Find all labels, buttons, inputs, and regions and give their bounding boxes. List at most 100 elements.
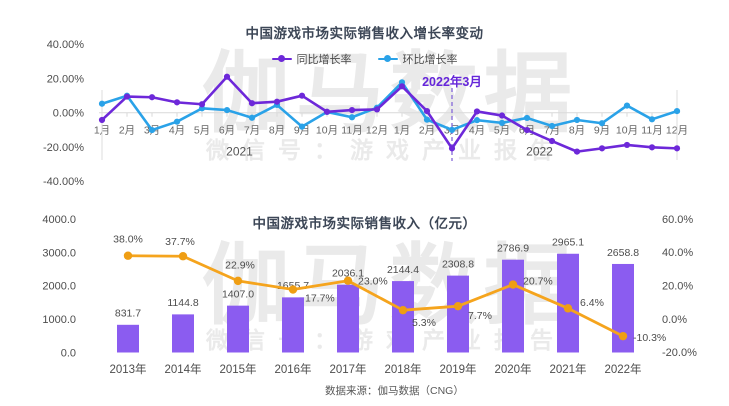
month-label: 12月 (366, 125, 388, 137)
yoy-data-point (398, 83, 406, 90)
year-category-label: 2017年 (329, 362, 366, 376)
yoy-data-point (148, 94, 156, 101)
yoy-growth-line (100, 75, 679, 153)
right-axis-tick-label: 0.0% (662, 314, 687, 326)
mom-data-point (148, 126, 156, 134)
data-source-note: 数据来源：伽马数据（CNG） (325, 385, 464, 397)
month-label: 1月 (394, 125, 410, 137)
month-label: 8月 (569, 125, 585, 137)
growth-data-point (233, 276, 243, 286)
yoy-data-point (473, 108, 481, 115)
bar-value-label: 831.7 (115, 308, 141, 320)
mom-data-point (598, 120, 606, 127)
mom-series-marker-icon (377, 55, 398, 63)
y-axis-tick-label: -40.00% (43, 176, 84, 188)
growth-chart-legend: 同比增长率 环比增长率 (0, 51, 729, 67)
month-label: 10月 (316, 125, 338, 137)
revenue-bar (227, 305, 249, 353)
month-label: 4月 (469, 125, 485, 137)
revenue-bar (557, 253, 579, 353)
growth-percent-label: 6.4% (580, 297, 604, 309)
month-label: 11月 (341, 125, 362, 137)
revenue-bar (117, 324, 139, 353)
month-label: 4月 (169, 125, 185, 137)
growth-percent-label: 20.7% (523, 275, 553, 287)
month-label: 8月 (269, 125, 285, 137)
left-axis-tick-label: 2000.0 (42, 281, 76, 293)
right-axis-tick-label: 60.0% (662, 214, 693, 226)
revenue-chart-title: 中国游戏市场实际销售收入（亿元） (252, 216, 477, 231)
year-category-label: 2019年 (439, 362, 476, 376)
y-axis-tick-label: 40.00% (47, 39, 85, 51)
mom-data-point (298, 123, 306, 130)
growth-data-point (563, 304, 573, 313)
bar-value-label: 1144.8 (167, 297, 198, 309)
growth-rate-line (126, 254, 625, 338)
bar-value-label: 2965.1 (552, 237, 584, 249)
year-label: 2021 (226, 145, 253, 159)
growth-percent-label: 7.7% (468, 310, 492, 322)
year-category-label: 2022年 (604, 362, 641, 376)
yoy-data-point (348, 106, 356, 114)
bar-value-label: 2144.4 (387, 264, 419, 276)
mom-growth-line (100, 81, 679, 132)
year-category-label: 2020年 (494, 362, 531, 376)
bar-value-label: 2786.9 (497, 242, 529, 254)
mom-data-point (573, 116, 581, 124)
growth-data-point (123, 251, 133, 260)
mom-data-point (448, 126, 456, 133)
month-label: 5月 (494, 125, 510, 137)
revenue-bar (282, 297, 304, 353)
yoy-data-point (523, 126, 531, 134)
yoy-data-point (448, 145, 456, 152)
mom-data-point (348, 114, 356, 121)
month-label: 2月 (119, 125, 135, 137)
growth-percent-label: 23.0% (358, 276, 388, 288)
yoy-series-marker-icon (271, 55, 292, 63)
mom-data-point (548, 122, 556, 130)
growth-percent-label: -10.3% (633, 332, 666, 344)
yoy-data-point (573, 148, 581, 155)
month-label: 10月 (616, 125, 638, 137)
growth-percent-label: 38.0% (113, 234, 143, 246)
mom-data-point (223, 106, 231, 114)
growth-line-chart: 40.00%20.00%0.00%-20.00%-40.00%1月2月3月4月5… (43, 39, 688, 188)
growth-percent-label: 17.7% (305, 292, 335, 304)
year-category-label: 2013年 (109, 362, 146, 376)
growth-percent-label: 5.3% (412, 317, 436, 329)
growth-data-point (398, 305, 408, 315)
legend-item-yoy: 同比增长率 (271, 51, 352, 67)
yoy-data-point (123, 93, 131, 100)
left-axis-tick-label: 4000.0 (42, 214, 76, 226)
yoy-data-point (373, 106, 381, 113)
left-axis-tick-label: 3000.0 (42, 247, 76, 259)
growth-data-point (453, 301, 463, 311)
yoy-data-point (173, 99, 181, 106)
growth-data-point (508, 280, 518, 289)
left-axis-tick-label: 0.0 (61, 347, 76, 359)
growth-data-point (178, 252, 188, 261)
month-label: 9月 (294, 125, 310, 137)
yoy-data-point (98, 116, 106, 124)
legend-label-mom: 环比增长率 (402, 54, 458, 66)
growth-data-point (618, 331, 628, 341)
y-axis-tick-label: 0.00% (53, 108, 84, 120)
mom-data-point (473, 117, 481, 124)
y-axis-tick-label: -20.00% (43, 142, 84, 154)
bar-value-label: 2308.8 (442, 258, 474, 270)
right-axis-tick-label: -20.0% (662, 347, 697, 359)
mom-data-point (673, 107, 681, 115)
legend-label-yoy: 同比增长率 (296, 54, 352, 66)
mom-data-point (423, 116, 431, 123)
year-category-label: 2016年 (274, 362, 311, 376)
yoy-data-point (623, 141, 631, 149)
revenue-bar (172, 314, 194, 353)
month-label: 7月 (544, 125, 560, 137)
mom-data-point (98, 100, 106, 107)
year-label: 2022 (526, 145, 553, 159)
growth-data-point (288, 285, 298, 294)
yoy-data-point (273, 98, 281, 105)
month-label: 11月 (641, 125, 662, 137)
mom-data-point (248, 114, 256, 121)
